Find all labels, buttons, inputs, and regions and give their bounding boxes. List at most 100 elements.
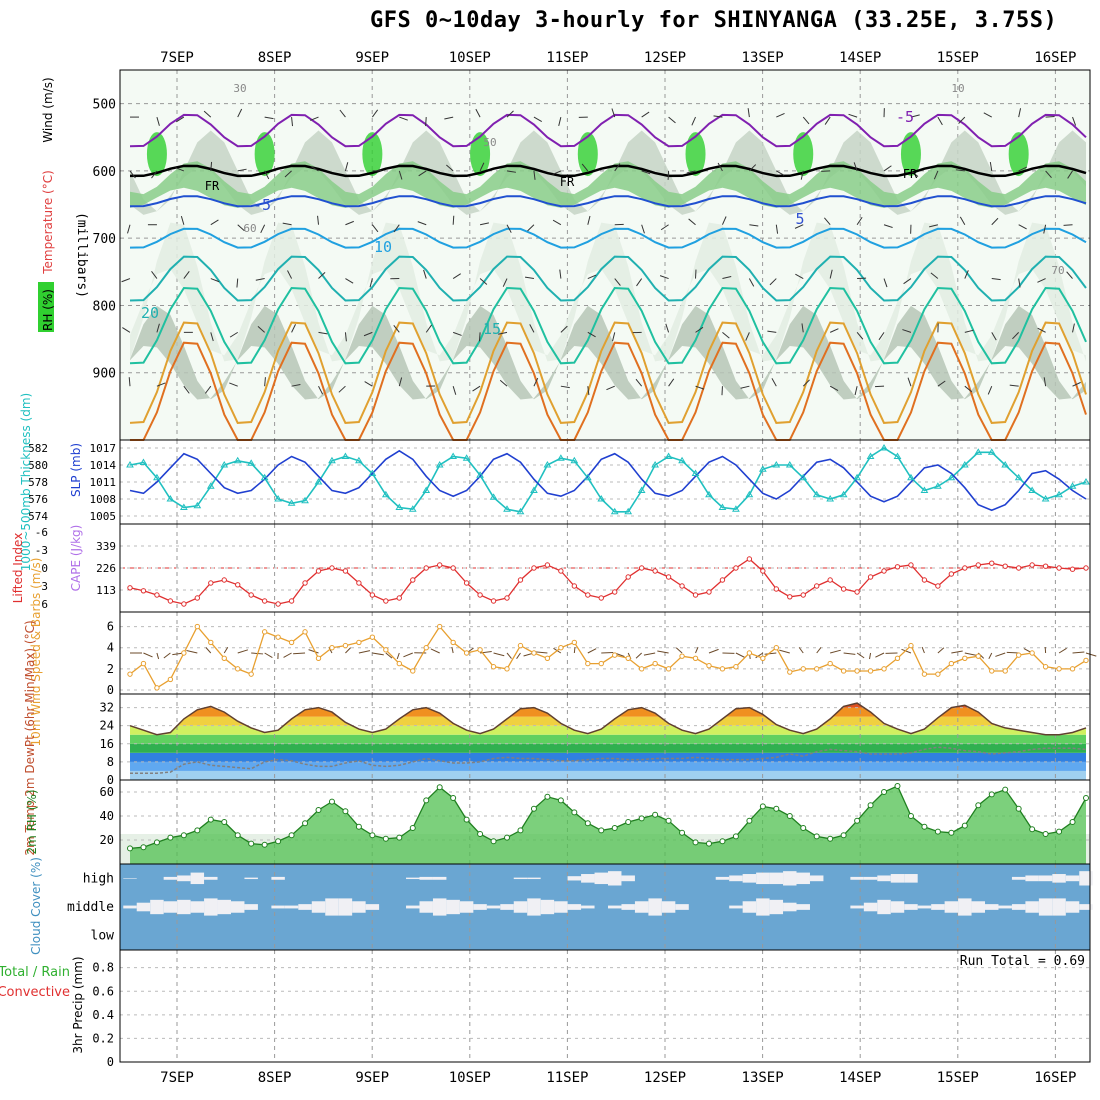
wind-barb bbox=[425, 117, 427, 127]
surface-wind-barb bbox=[205, 647, 212, 654]
wind-barb bbox=[506, 170, 516, 173]
rh-contour-label: 50 bbox=[483, 136, 496, 149]
wind-barb bbox=[907, 377, 912, 387]
wind-barb bbox=[771, 378, 777, 387]
wind-barb bbox=[369, 278, 373, 288]
wind-speed-point bbox=[288, 639, 295, 646]
li-point bbox=[894, 564, 901, 570]
wind-barb bbox=[156, 116, 160, 126]
cloud-cover-bar bbox=[756, 872, 770, 885]
wind-speed-point bbox=[585, 660, 591, 667]
cloud-cover-bar bbox=[863, 876, 878, 880]
wind-barb bbox=[122, 327, 131, 333]
surface-wind-barb bbox=[1085, 652, 1097, 657]
thickness-point bbox=[153, 473, 161, 481]
wind-barb bbox=[794, 224, 804, 229]
surface-wind-barb bbox=[1058, 647, 1067, 654]
cloud-cover-bar bbox=[729, 875, 743, 882]
data-marks: -5 5 10 20 15 -5 FR FR FR 30 50 60 70 10 bbox=[121, 82, 1097, 916]
wind-barb bbox=[210, 161, 213, 171]
day-label-bottom: 14SEP bbox=[839, 1070, 881, 1086]
rh-point bbox=[557, 797, 564, 804]
wind-barb bbox=[1037, 278, 1046, 283]
cloud-cover-bar bbox=[271, 876, 285, 880]
wind-barb bbox=[291, 324, 296, 333]
precip-tick: 0 bbox=[107, 1055, 114, 1069]
wind-barb bbox=[310, 165, 319, 172]
cloud-y-label: Cloud Cover (%) bbox=[29, 857, 43, 955]
wind-barb bbox=[769, 278, 777, 286]
wind-barb bbox=[264, 170, 270, 180]
wind-speed-point bbox=[625, 655, 631, 661]
rh-high-area bbox=[685, 132, 706, 177]
wind-barb bbox=[318, 385, 324, 395]
surface-wind-barb bbox=[735, 652, 745, 658]
rh-point bbox=[827, 835, 834, 842]
wind-barb bbox=[317, 215, 320, 225]
li-point bbox=[342, 568, 349, 574]
surface-wind-barb bbox=[451, 646, 454, 654]
wind-barb bbox=[587, 215, 591, 225]
cloud-cover-bar bbox=[675, 904, 689, 910]
axis-labels: 7SEP 7SEP 8SEP 8SEP 9SEP 9SEP 10SEP 10SEP 11SEP 1… bbox=[0, 50, 1085, 1086]
surface-wind-barb bbox=[506, 652, 512, 659]
wind-barb bbox=[529, 324, 535, 333]
wind-barb bbox=[802, 379, 810, 387]
wind-speed-point bbox=[692, 655, 699, 661]
wind-speed-point bbox=[275, 634, 281, 640]
rh-point bbox=[598, 827, 605, 834]
cloud-cover-bar bbox=[419, 876, 433, 880]
li-point bbox=[504, 595, 510, 601]
wind-speed-point bbox=[302, 629, 308, 635]
thickness-y-label: 1000~500mb Thickness (dm) bbox=[19, 393, 33, 571]
wind-speed-point bbox=[261, 629, 268, 635]
rh-point bbox=[679, 829, 686, 836]
surface-wind-barb bbox=[372, 652, 384, 656]
wind-speed-point bbox=[638, 666, 645, 672]
wind-barb bbox=[902, 329, 912, 333]
surface-wind-barb bbox=[798, 647, 804, 654]
rh-tick: 20 bbox=[100, 833, 114, 847]
wind-barb bbox=[452, 386, 457, 395]
thickness-point bbox=[516, 507, 525, 515]
li-point bbox=[598, 595, 604, 601]
li-point bbox=[706, 589, 712, 595]
freezing-level-label: FR bbox=[205, 179, 220, 193]
slp-y-label: SLP (mb) bbox=[69, 443, 83, 497]
wind-speed-point bbox=[315, 655, 322, 661]
thickness-point bbox=[947, 473, 956, 481]
wind-barb bbox=[498, 331, 508, 335]
rh-point bbox=[436, 784, 443, 791]
rh-point bbox=[369, 832, 376, 839]
thickness-point bbox=[503, 505, 511, 512]
wind-barb bbox=[452, 273, 461, 279]
thickness-point bbox=[758, 465, 767, 472]
li-point bbox=[612, 589, 618, 595]
freezing-level-label: FR bbox=[903, 167, 918, 181]
wind-barb bbox=[686, 170, 696, 174]
day-label-top: 7SEP bbox=[160, 50, 194, 66]
wind-barb bbox=[560, 385, 570, 389]
chart-title: GFS 0~10day 3-hourly for SHINYANGA (33.2… bbox=[370, 8, 1058, 33]
cloud-level-label: low bbox=[91, 929, 115, 944]
li-point bbox=[275, 601, 281, 607]
day-label-bottom: 10SEP bbox=[449, 1070, 491, 1086]
cloud-cover-bar bbox=[271, 905, 285, 909]
thickness-point bbox=[462, 454, 471, 461]
surface-wind-barb bbox=[921, 646, 925, 654]
run-total-label: Run Total = 0.69 bbox=[960, 954, 1085, 969]
wind-barb bbox=[854, 386, 858, 396]
wind-barb bbox=[418, 170, 427, 177]
wind-barb bbox=[668, 378, 675, 387]
pressure-tick: 800 bbox=[93, 299, 116, 314]
rh-point bbox=[504, 834, 511, 841]
isotherm-line bbox=[129, 255, 1087, 302]
cloud-cover-bar bbox=[648, 898, 662, 916]
wind-barb bbox=[237, 108, 243, 118]
isotherm-line bbox=[129, 195, 1087, 208]
rh-point bbox=[652, 811, 659, 818]
surface-wind-barb bbox=[643, 652, 656, 656]
wind-barb bbox=[665, 323, 670, 333]
wind-barb bbox=[636, 278, 643, 287]
day-label-bottom: 11SEP bbox=[546, 1070, 588, 1086]
